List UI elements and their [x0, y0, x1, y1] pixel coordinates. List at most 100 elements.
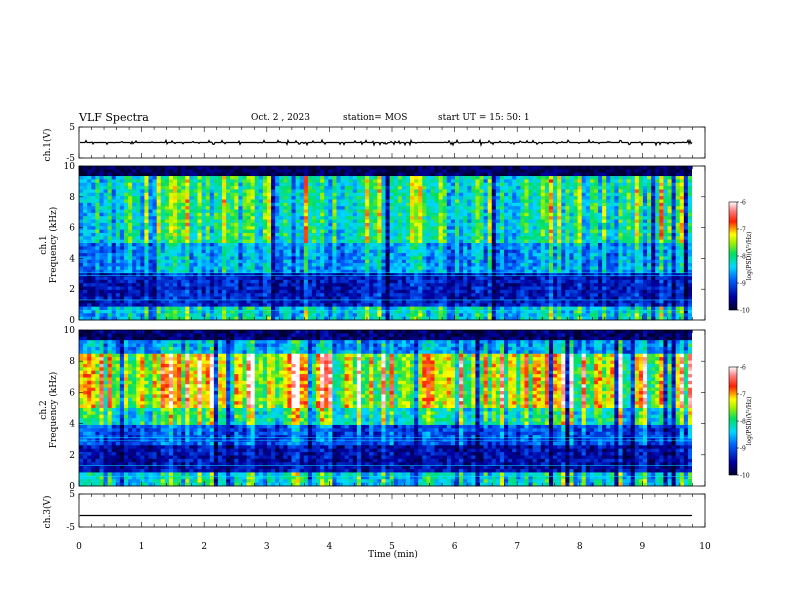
spectrogram-cell	[311, 226, 317, 231]
spectrogram-cell	[679, 266, 685, 271]
spectrogram-cell	[336, 236, 341, 241]
spectrogram-cell	[687, 222, 693, 227]
spectrogram-cell	[160, 222, 166, 227]
spectrogram-cell	[532, 209, 538, 214]
spectrogram-cell	[430, 249, 435, 254]
spectrogram-cell	[561, 256, 566, 261]
spectrogram-cell	[234, 169, 239, 174]
spectrogram-cell	[442, 179, 448, 184]
spectrogram-cell	[148, 202, 153, 207]
spectrogram-cell	[79, 259, 84, 264]
spectrogram-cell	[258, 266, 264, 271]
spectrogram-cell	[565, 219, 570, 224]
spectrogram-cell	[528, 199, 534, 204]
spectrogram-cell	[663, 209, 668, 214]
spectrogram-cell	[242, 273, 247, 277]
spectrogram-cell	[442, 266, 448, 271]
spectrogram-cell	[136, 266, 141, 271]
spectrogram-cell	[638, 216, 644, 220]
spectrogram-cell	[311, 229, 317, 234]
spectrogram-cell	[213, 253, 219, 257]
spectrogram-cell	[205, 263, 211, 267]
spectrogram-cell	[373, 179, 378, 184]
spectrogram-cell	[540, 172, 546, 177]
spectrogram-cell	[316, 166, 321, 170]
spectrogram-cell	[279, 239, 284, 244]
spectrogram-cell	[655, 202, 660, 207]
spectrogram-cell	[544, 196, 550, 200]
spectrogram-cell	[450, 266, 456, 271]
spectrogram-cell	[467, 266, 472, 271]
spectrogram-cell	[414, 179, 419, 184]
spectrogram-cell	[328, 189, 333, 194]
spectrogram-cell	[115, 273, 121, 277]
spectrogram-cell	[140, 236, 145, 241]
spectrogram-cell	[111, 202, 117, 207]
spectrogram-cell	[544, 182, 550, 187]
spectrogram-cell	[553, 172, 558, 177]
spectrogram-cell	[230, 206, 235, 210]
spectrogram-cell	[663, 216, 668, 220]
spectrogram-cell	[610, 229, 615, 234]
spectrogram-cell	[573, 182, 578, 187]
spectrogram-cell	[250, 196, 256, 200]
spectrogram-cell	[193, 236, 198, 241]
spectrogram-cell	[475, 259, 480, 264]
spectrogram-cell	[217, 199, 223, 204]
spectrogram-cell	[495, 243, 501, 247]
spectrogram-cell	[553, 179, 558, 184]
spectrogram-cell	[520, 189, 525, 194]
spectrogram-cell	[197, 232, 202, 237]
spectrogram-cell	[291, 236, 296, 241]
spectrogram-cell	[377, 199, 382, 204]
spectrogram-cell	[516, 212, 521, 217]
spectrogram-cell	[197, 273, 202, 277]
spectrogram-cell	[193, 186, 198, 190]
spectrogram-cell	[606, 243, 611, 247]
spectrogram-cell	[544, 199, 550, 204]
spectrogram-cell	[279, 263, 284, 267]
spectrogram-cell	[614, 229, 619, 234]
spectrogram-cell	[495, 226, 501, 231]
spectrogram-cell	[234, 196, 239, 200]
spectrogram-cell	[311, 206, 317, 210]
spectrogram-cell	[266, 222, 272, 227]
spectrogram-cell	[152, 226, 158, 231]
spectrogram-cell	[311, 209, 317, 214]
spectrogram-cell	[491, 229, 497, 234]
spectrogram-cell	[291, 196, 296, 200]
spectrogram-cell	[569, 169, 574, 174]
spectrogram-cell	[602, 192, 607, 197]
spectrogram-cell	[618, 239, 623, 244]
spectrogram-cell	[614, 199, 619, 204]
spectrogram-cell	[634, 192, 640, 197]
spectrogram-cell	[520, 206, 525, 210]
spectrogram-cell	[246, 202, 252, 207]
spectrogram-cell	[205, 176, 211, 180]
spectrogram-cell	[598, 189, 603, 194]
spectrogram-cell	[683, 179, 689, 184]
spectrogram-cell	[475, 263, 480, 267]
spectrogram-cell	[659, 253, 664, 257]
spectrogram-cell	[119, 196, 125, 200]
spectrogram-cell	[230, 192, 235, 197]
spectrogram-cell	[426, 199, 431, 204]
spectrogram-cell	[197, 266, 202, 271]
spectrogram-cell	[181, 176, 186, 180]
spectrogram-cell	[434, 232, 440, 237]
spectrogram-cell	[516, 229, 521, 234]
spectrogram-cell	[262, 263, 268, 267]
spectrogram-cell	[148, 186, 153, 190]
spectrogram-cell	[83, 169, 88, 174]
spectrogram-cell	[540, 219, 546, 224]
spectrogram-cell	[242, 212, 247, 217]
spectrogram-cell	[303, 259, 309, 264]
spectrogram-cell	[675, 202, 681, 207]
spectrogram-cell	[687, 199, 693, 204]
spectrogram-cell	[205, 199, 211, 204]
spectrogram-cell	[581, 229, 587, 234]
spectrogram-cell	[687, 243, 693, 247]
spectrogram-cell	[589, 179, 595, 184]
spectrogram-cell	[454, 256, 460, 261]
spectrogram-cell	[446, 236, 452, 241]
